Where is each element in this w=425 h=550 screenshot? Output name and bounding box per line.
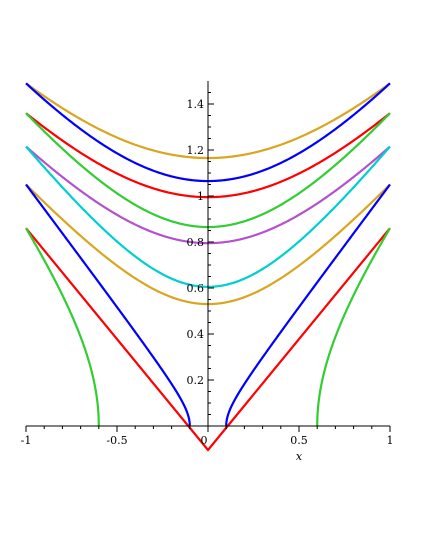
y-tick-label: 1.4 xyxy=(187,98,205,111)
y-tick-label: 1 xyxy=(197,190,204,203)
series-curve-8-right xyxy=(225,183,391,426)
series-curve-10-right xyxy=(316,227,391,426)
x-axis-label: x xyxy=(296,450,303,463)
y-tick-label: 0.6 xyxy=(187,282,205,295)
x-tick-label: 0.5 xyxy=(290,434,308,447)
ticks: -1 -0.5 0 0.5 1 0.2 0.4 0.6 0.8 1 1.2 1.4 xyxy=(21,92,394,447)
y-tick-label: 0.2 xyxy=(187,374,205,387)
series-curve-8-left xyxy=(25,183,191,426)
x-tick-label: 1 xyxy=(387,434,394,447)
y-tick-label: 0.8 xyxy=(187,236,205,249)
x-tick-label: -1 xyxy=(21,434,32,447)
series-curve-9 xyxy=(25,227,391,452)
x-tick-label: 0 xyxy=(201,434,208,447)
y-tick-label: 1.2 xyxy=(187,144,205,157)
series-curve-10-left xyxy=(25,227,100,426)
x-tick-label: -0.5 xyxy=(106,434,127,447)
y-tick-label: 0.4 xyxy=(187,328,205,341)
